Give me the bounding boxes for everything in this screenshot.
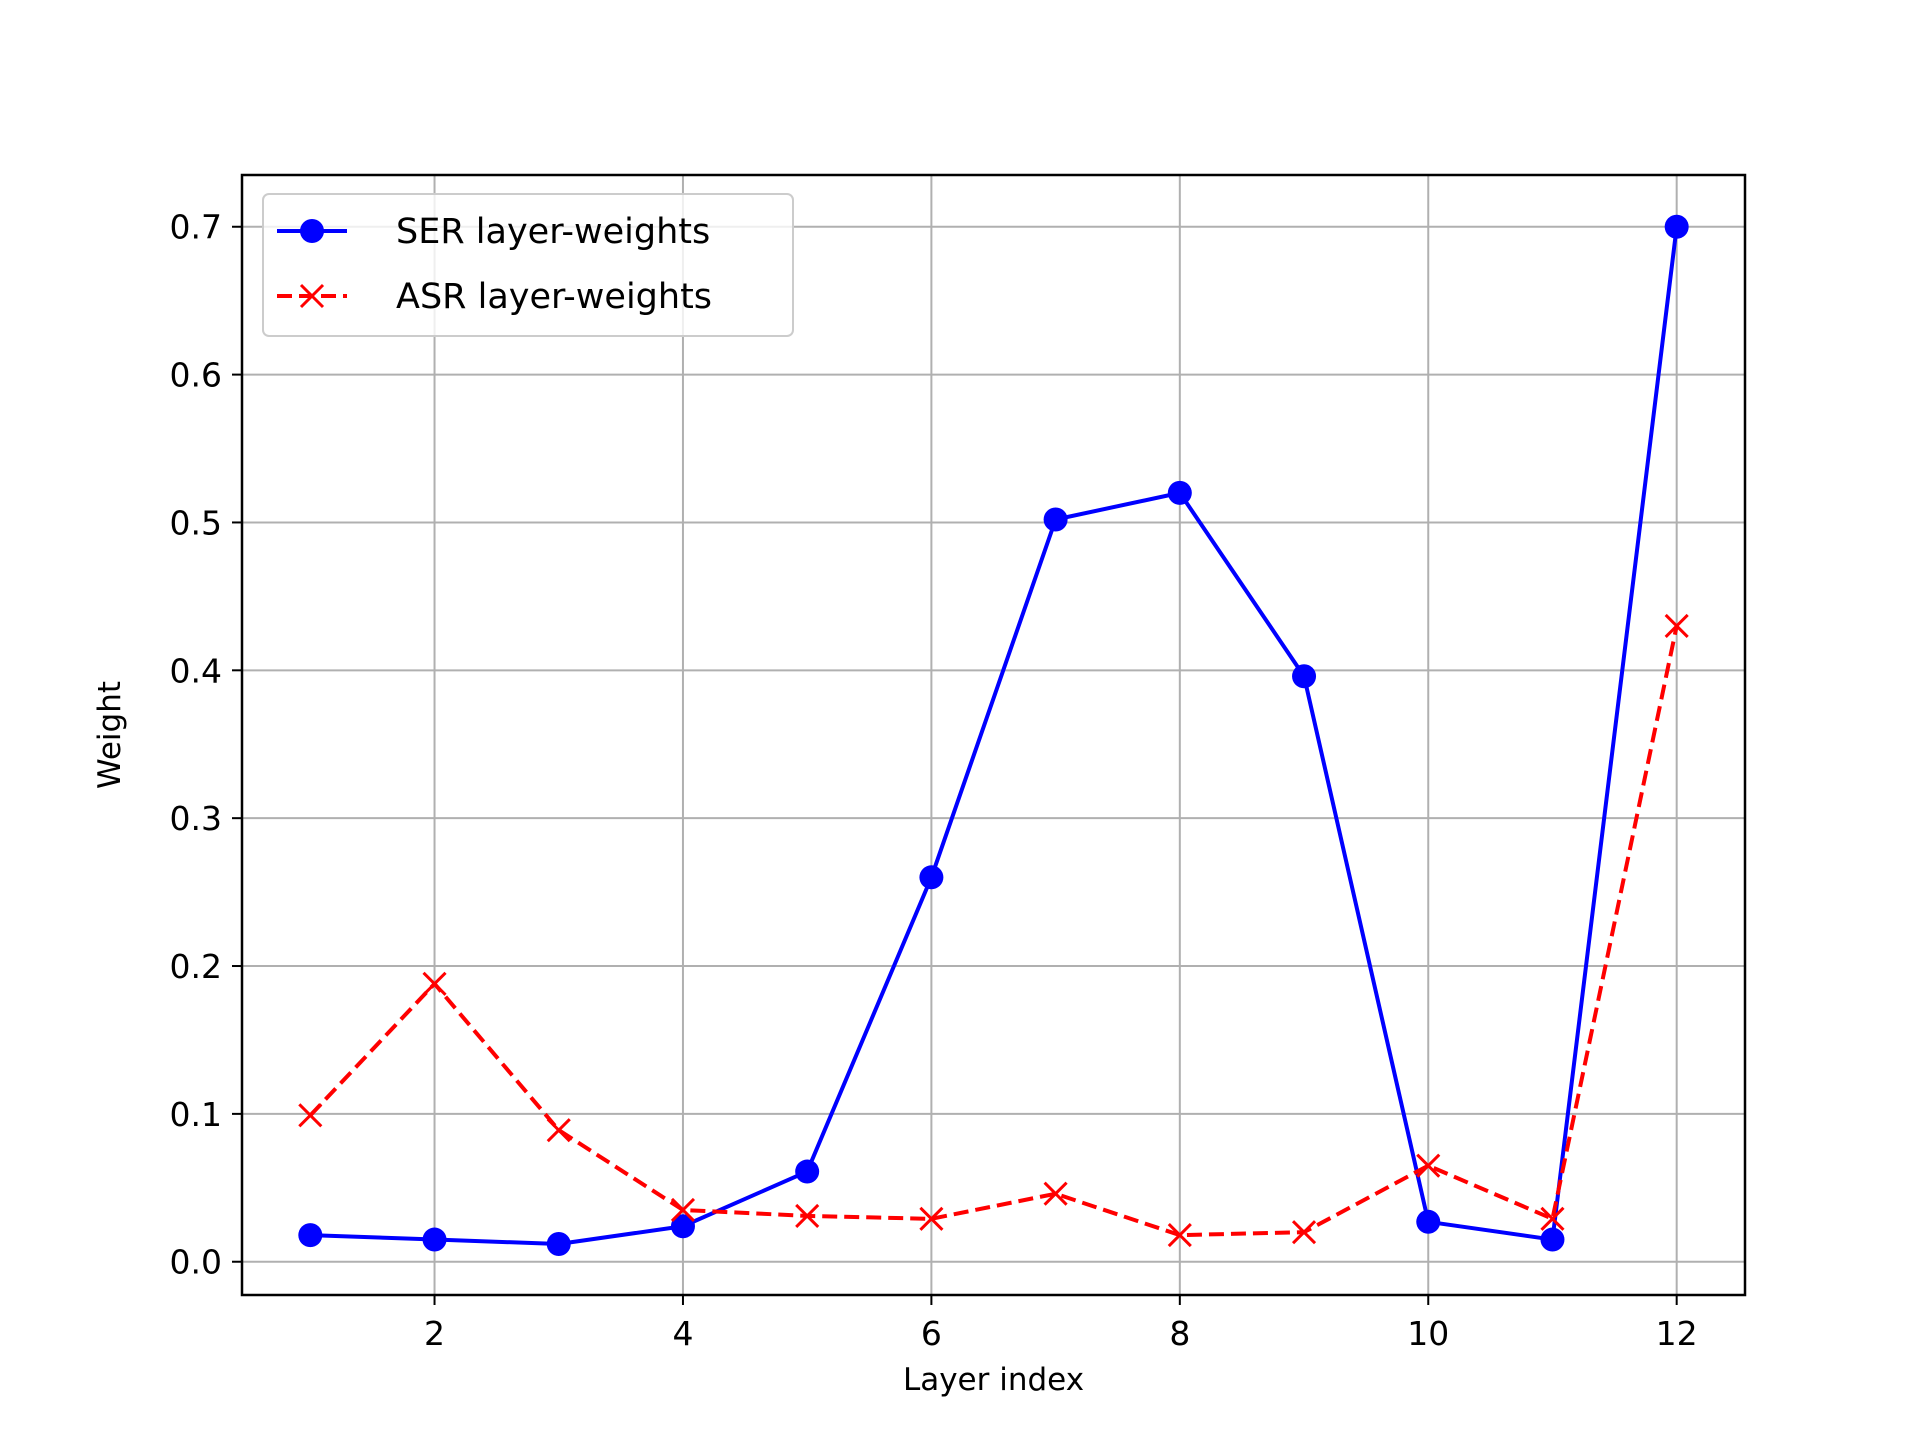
y-tick-label: 0.2: [170, 947, 222, 986]
x-marker-stroke: [795, 1203, 820, 1228]
x-tick-label: 4: [672, 1314, 693, 1353]
x-tick-label: 10: [1407, 1314, 1449, 1353]
x-marker-stroke: [1167, 1223, 1192, 1248]
legend-label: ASR layer-weights: [396, 277, 712, 317]
y-tick-label: 0.6: [170, 356, 222, 395]
y-tick-label: 0.5: [170, 503, 222, 542]
legend-item: ASR layer-weights: [277, 277, 712, 317]
legend-box: [262, 193, 794, 337]
data-point: [1664, 613, 1689, 639]
x-marker-stroke: [919, 1206, 944, 1231]
data-point: [670, 1197, 696, 1223]
series-line: [308, 625, 1679, 1238]
data-point: [670, 1214, 695, 1239]
data-point: [298, 1103, 323, 1128]
data-point: [1167, 480, 1192, 505]
y-tick-label: 0.3: [170, 799, 222, 838]
y-tick-label: 0.7: [170, 208, 222, 247]
data-point: [1664, 214, 1689, 239]
data-point: [1416, 1153, 1441, 1178]
series-layer: [298, 214, 1689, 1256]
data-point: [1416, 1209, 1441, 1234]
x-marker-stroke: [1664, 613, 1689, 639]
grid-lines: [242, 175, 1745, 1295]
x-marker-stroke: [670, 1197, 696, 1223]
plot-frame: [240, 173, 1747, 1297]
data-point: [422, 1227, 447, 1252]
y-axis-label: Weight: [92, 681, 128, 789]
x-marker-stroke: [1416, 1153, 1441, 1178]
data-point: [1043, 1181, 1068, 1206]
x-marker-stroke: [298, 1103, 323, 1128]
x-axis-label: Layer index: [903, 1362, 1084, 1398]
data-point: [422, 971, 447, 996]
axis-ticks: 2 4 6 8 10 12 0.0 0.1 0.2 0.3 0.4 0.5 0.6 0.7: [170, 208, 1698, 1353]
series-1: [298, 214, 1689, 1256]
series-line: [310, 226, 1679, 1246]
data-point: [546, 1231, 571, 1256]
series-2: [298, 613, 1689, 1248]
data-point: [919, 1206, 944, 1231]
data-point: [919, 865, 944, 890]
x-tick-label: 8: [1169, 1314, 1190, 1353]
legend-marker: [299, 283, 325, 309]
data-point: [1292, 664, 1317, 689]
data-point: [795, 1203, 820, 1228]
x-tick-label: 12: [1656, 1314, 1698, 1353]
y-tick-label: 0.1: [170, 1095, 222, 1134]
x-marker-stroke: [1540, 1206, 1565, 1231]
data-point: [1167, 1223, 1192, 1248]
x-marker-stroke: [1291, 1220, 1317, 1245]
data-point: [1043, 507, 1068, 532]
data-point: [298, 1223, 323, 1248]
x-marker-stroke: [422, 971, 447, 996]
x-marker-stroke: [546, 1118, 571, 1143]
data-point: [1540, 1227, 1565, 1252]
data-point: [795, 1159, 820, 1184]
legend-label: SER layer-weights: [396, 212, 710, 252]
x-tick-label: 2: [424, 1314, 445, 1353]
x-marker-stroke: [299, 283, 325, 309]
data-point: [1291, 1220, 1317, 1245]
x-tick-label: 6: [921, 1314, 942, 1353]
x-marker-stroke: [1043, 1181, 1068, 1206]
legend-marker: [300, 219, 324, 243]
legend: SER layer-weights ASR layer-weights: [262, 193, 794, 337]
y-tick-label: 0.4: [170, 651, 222, 690]
y-tick-label: 0.0: [170, 1243, 222, 1282]
data-point: [546, 1118, 571, 1143]
legend-item: SER layer-weights: [277, 212, 710, 252]
data-point: [1540, 1206, 1565, 1231]
